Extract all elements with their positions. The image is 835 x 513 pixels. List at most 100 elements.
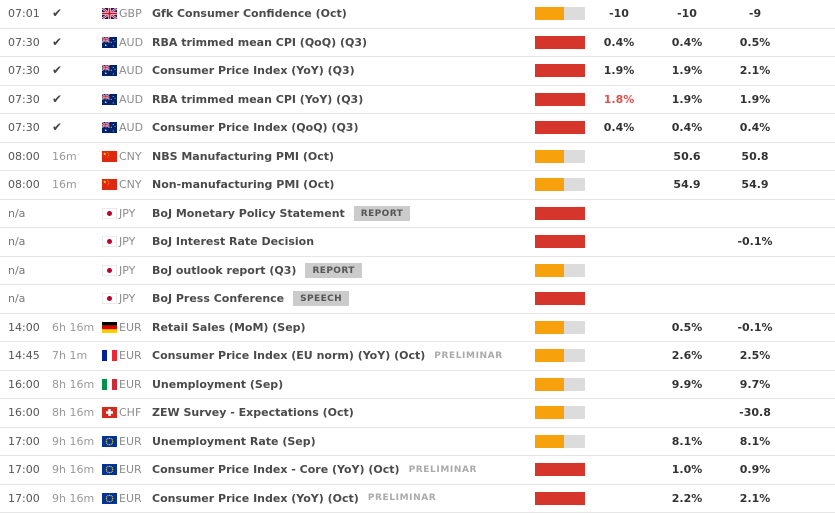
impact-bar xyxy=(535,149,585,163)
event-cell: BoJ Monetary Policy Statement REPORT xyxy=(152,205,535,221)
country-cell: CNY xyxy=(102,178,152,191)
event-status: ✔ xyxy=(52,36,102,49)
calendar-row[interactable]: 07:01 ✔ GBP Gfk Consumer Confidence (Oct… xyxy=(0,0,835,29)
event-cell: Gfk Consumer Confidence (Oct) xyxy=(152,7,535,20)
event-status: 9h 16m xyxy=(52,463,102,476)
event-title: NBS Manufacturing PMI (Oct) xyxy=(152,149,335,163)
event-title: BoJ Monetary Policy Statement xyxy=(152,206,345,220)
consensus-value: 2.2% xyxy=(671,491,703,505)
time-remaining: 16m xyxy=(52,149,77,163)
currency-code: CHF xyxy=(119,406,142,420)
calendar-row[interactable]: 17:00 9h 16m EUR Unemployment Rate (Sep)… xyxy=(0,427,835,456)
calendar-row[interactable]: 16:00 8h 16m EUR Unemployment (Sep) 9.9%… xyxy=(0,370,835,399)
country-cell: EUR xyxy=(102,463,152,476)
actual-value: 0.4% xyxy=(603,35,635,49)
impact-bar xyxy=(535,178,585,192)
event-status: ✔ xyxy=(52,93,102,106)
event-time: n/a xyxy=(8,206,26,220)
calendar-row[interactable]: 07:30 ✔ AUD RBA trimmed mean CPI (YoY) (… xyxy=(0,85,835,114)
event-cell: BoJ Press Conference SPEECH xyxy=(152,291,535,307)
time-remaining: 9h 16m xyxy=(52,491,95,505)
impact-bar-fill xyxy=(535,377,564,391)
calendar-row[interactable]: 07:30 ✔ AUD Consumer Price Index (YoY) (… xyxy=(0,57,835,86)
flag-jp-icon xyxy=(102,293,117,305)
event-cell: Retail Sales (MoM) (Sep) xyxy=(152,321,535,334)
flag-ch-icon xyxy=(102,407,117,419)
country-cell: CNY xyxy=(102,150,152,163)
flag-au-icon xyxy=(102,122,117,134)
calendar-row[interactable]: n/a JPY BoJ Press Conference SPEECH xyxy=(0,285,835,314)
calendar-row[interactable]: 17:00 9h 16m EUR Consumer Price Index (Y… xyxy=(0,484,835,513)
country-cell: EUR xyxy=(102,378,152,391)
event-status: ✔ xyxy=(52,7,102,20)
calendar-row[interactable]: 07:30 ✔ AUD Consumer Price Index (QoQ) (… xyxy=(0,114,835,143)
currency-code: EUR xyxy=(119,491,142,505)
country-cell: AUD xyxy=(102,121,152,134)
calendar-row[interactable]: 16:00 8h 16m CHF ZEW Survey - Expectatio… xyxy=(0,399,835,428)
event-title: BoJ Press Conference xyxy=(152,292,285,306)
calendar-row[interactable]: 07:30 ✔ AUD RBA trimmed mean CPI (QoQ) (… xyxy=(0,28,835,57)
currency-code: AUD xyxy=(119,121,144,135)
country-cell: EUR xyxy=(102,492,152,505)
event-title: RBA trimmed mean CPI (QoQ) (Q3) xyxy=(152,35,368,49)
consensus-value: 1.0% xyxy=(671,463,703,477)
previous-value: 2.1% xyxy=(739,64,771,78)
event-time: 14:00 xyxy=(8,320,40,334)
event-title: Consumer Price Index (YoY) (Q3) xyxy=(152,64,355,78)
event-time: n/a xyxy=(8,292,26,306)
flag-eu-icon xyxy=(102,464,117,476)
previous-value: 50.8 xyxy=(741,149,769,163)
event-time: 07:30 xyxy=(8,35,40,49)
impact-bar xyxy=(535,206,585,220)
event-title: BoJ outlook report (Q3) xyxy=(152,263,297,277)
previous-value: 2.1% xyxy=(739,491,771,505)
country-cell: EUR xyxy=(102,321,152,334)
event-title: Unemployment Rate (Sep) xyxy=(152,434,316,448)
country-cell: JPY xyxy=(102,235,152,248)
event-title: Unemployment (Sep) xyxy=(152,377,284,391)
calendar-row[interactable]: 14:00 6h 16m EUR Retail Sales (MoM) (Sep… xyxy=(0,313,835,342)
report-tag: REPORT xyxy=(353,205,411,221)
previous-value: 0.4% xyxy=(739,121,771,135)
currency-code: JPY xyxy=(119,206,136,220)
actual-value: 1.9% xyxy=(603,64,635,78)
calendar-row[interactable]: 08:00 16m CNY Non-manufacturing PMI (Oct… xyxy=(0,171,835,200)
impact-bar xyxy=(535,121,585,135)
currency-code: EUR xyxy=(119,377,142,391)
calendar-row[interactable]: n/a JPY BoJ Interest Rate Decision -0.1% xyxy=(0,228,835,257)
previous-value: 9.7% xyxy=(739,377,771,391)
previous-value: 0.9% xyxy=(739,463,771,477)
consensus-value: 8.1% xyxy=(671,434,703,448)
speech-tag: SPEECH xyxy=(293,291,350,307)
country-cell: CHF xyxy=(102,406,152,419)
currency-code: AUD xyxy=(119,92,144,106)
flag-au-icon xyxy=(102,65,117,77)
event-title: Consumer Price Index (QoQ) (Q3) xyxy=(152,121,359,135)
impact-bar xyxy=(535,377,585,391)
calendar-row[interactable]: n/a JPY BoJ outlook report (Q3) REPORT xyxy=(0,256,835,285)
event-cell: Consumer Price Index (EU norm) (YoY) (Oc… xyxy=(152,349,535,362)
impact-bar-fill xyxy=(535,149,564,163)
calendar-row[interactable]: 14:45 7h 1m EUR Consumer Price Index (EU… xyxy=(0,342,835,371)
impact-bar xyxy=(535,263,585,277)
consensus-value: 1.9% xyxy=(671,64,703,78)
report-tag: REPORT xyxy=(305,262,362,278)
calendar-row[interactable]: 08:00 16m CNY NBS Manufacturing PMI (Oct… xyxy=(0,142,835,171)
currency-code: JPY xyxy=(119,263,136,277)
flag-au-icon xyxy=(102,36,117,48)
event-time: 07:30 xyxy=(8,121,40,135)
currency-code: CNY xyxy=(119,149,142,163)
impact-bar-fill xyxy=(535,320,564,334)
previous-value: 1.9% xyxy=(739,92,771,106)
event-time: 16:00 xyxy=(8,377,40,391)
impact-bar-fill xyxy=(535,235,585,249)
consensus-value: 50.6 xyxy=(673,149,701,163)
event-cell: BoJ Interest Rate Decision xyxy=(152,235,535,248)
event-status: 6h 16m xyxy=(52,321,102,334)
previous-value: -0.1% xyxy=(737,320,773,334)
calendar-row[interactable]: n/a JPY BoJ Monetary Policy Statement RE… xyxy=(0,199,835,228)
check-icon: ✔ xyxy=(52,34,63,49)
country-cell: GBP xyxy=(102,7,152,20)
event-status: 8h 16m xyxy=(52,378,102,391)
calendar-row[interactable]: 17:00 9h 16m EUR Consumer Price Index - … xyxy=(0,456,835,485)
